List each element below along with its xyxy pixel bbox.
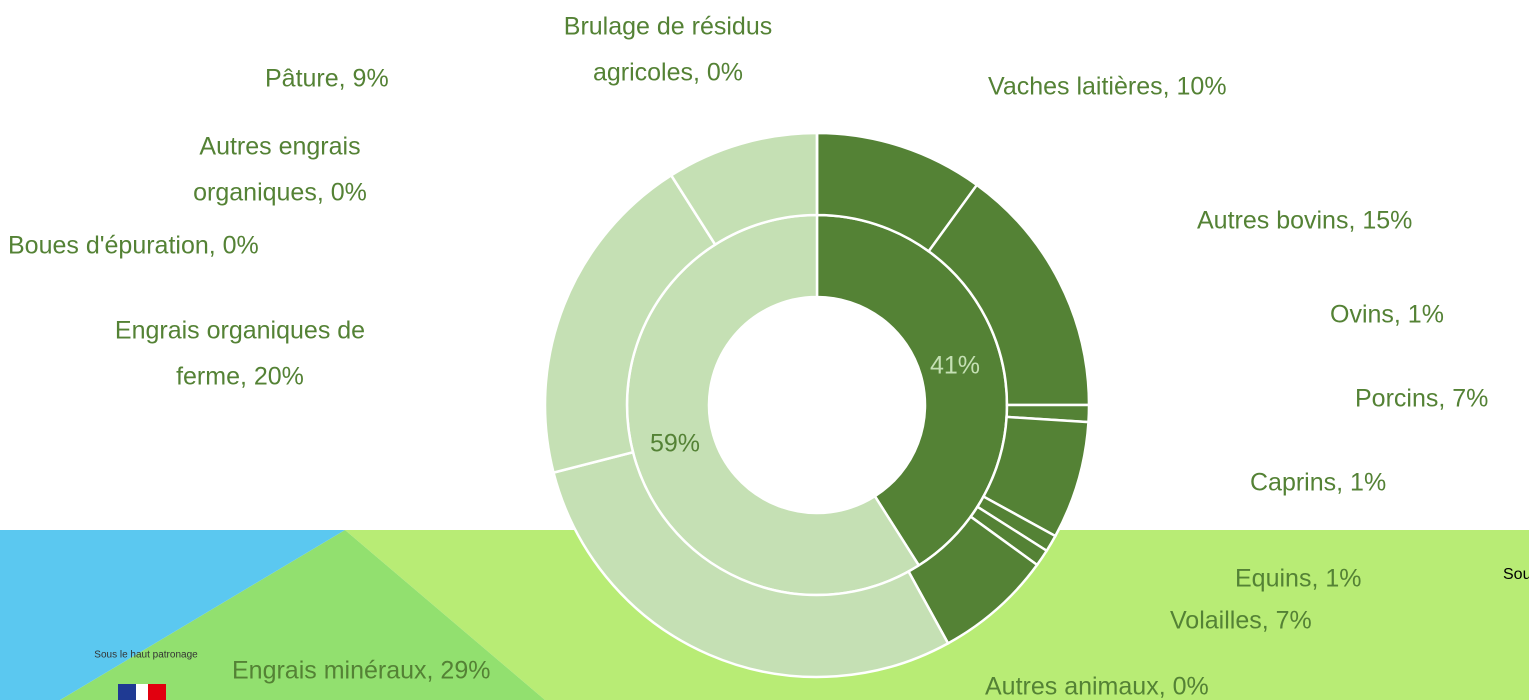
- slice-label: Pâture, 9%: [265, 65, 389, 93]
- slice-label: Volailles, 7%: [1170, 607, 1312, 635]
- plot: 41% 59% Vaches laitières, 10% Autres bovins…: [8, 13, 1488, 700]
- slice-label: Ovins, 1%: [1330, 301, 1444, 329]
- slice-label: ferme, 20%: [176, 363, 304, 391]
- logo-red: [148, 684, 166, 700]
- ring-label: 59%: [650, 430, 700, 458]
- slice-label: Boues d'épuration, 0%: [8, 232, 259, 260]
- slice-label: Equins, 1%: [1235, 565, 1361, 593]
- slice: [552, 450, 950, 679]
- logo-white: [136, 684, 148, 700]
- slice-label: Autres engrais: [199, 133, 360, 161]
- slice-label: Vaches laitières, 10%: [988, 73, 1227, 101]
- logo-blue: [118, 684, 136, 700]
- source: Sou: [1503, 566, 1529, 583]
- ring-label: 41%: [930, 352, 980, 380]
- patronage: Sous le haut patronage: [94, 650, 198, 661]
- slice-label: Engrais minéraux, 29%: [232, 657, 490, 685]
- slice-label: Brulage de résidus: [564, 13, 772, 41]
- slice-label: Autres animaux, 0%: [985, 673, 1209, 700]
- slice-label: agricoles, 0%: [593, 59, 743, 87]
- slice-label: Autres bovins, 15%: [1197, 207, 1412, 235]
- slice-label: Caprins, 1%: [1250, 469, 1386, 497]
- slice-label: Porcins, 7%: [1355, 385, 1488, 413]
- band-blue: [0, 530, 345, 700]
- band-mid: [60, 530, 545, 700]
- slice-label: Engrais organiques de: [115, 317, 365, 345]
- slice-label: organiques, 0%: [193, 179, 367, 207]
